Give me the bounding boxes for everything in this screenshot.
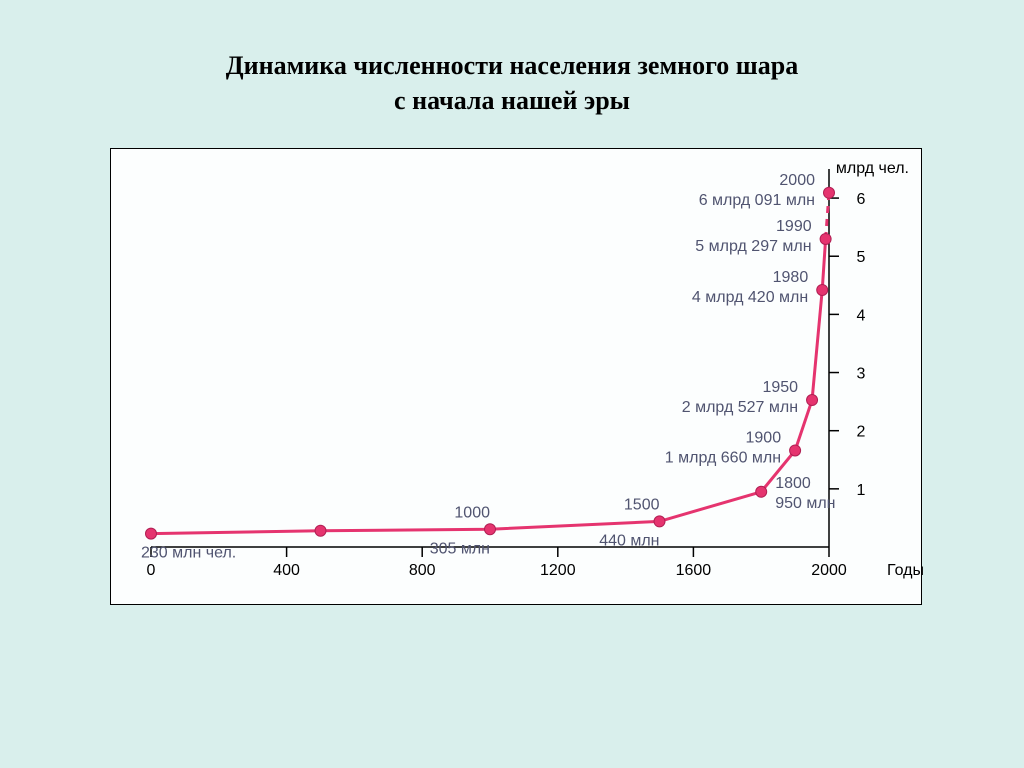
y-tick-label: 3 bbox=[857, 366, 866, 383]
point-value: 230 млн чел. bbox=[141, 545, 236, 562]
y-tick-label: 1 bbox=[857, 482, 866, 499]
data-point bbox=[820, 233, 831, 244]
x-tick-label: 800 bbox=[409, 562, 436, 579]
point-value: 6 млрд 091 млн bbox=[699, 192, 815, 209]
x-tick-label: 1200 bbox=[540, 562, 576, 579]
point-year: 1980 bbox=[773, 269, 809, 286]
y-axis-label: млрд чел. bbox=[836, 160, 909, 177]
y-tick-label: 5 bbox=[857, 249, 866, 266]
x-axis-label: Годы bbox=[887, 562, 924, 579]
point-value: 950 млн bbox=[775, 495, 835, 512]
x-tick-label: 400 bbox=[273, 562, 300, 579]
title-line-1: Динамика численности населения земного ш… bbox=[226, 51, 798, 80]
data-point bbox=[824, 187, 835, 198]
point-value: 1 млрд 660 млн bbox=[665, 449, 781, 466]
point-year: 1950 bbox=[762, 379, 798, 396]
data-point bbox=[756, 486, 767, 497]
data-point bbox=[654, 516, 665, 527]
data-point bbox=[807, 395, 818, 406]
y-tick-label: 4 bbox=[857, 307, 866, 324]
point-year: 1900 bbox=[746, 429, 782, 446]
point-year: 1000 bbox=[454, 504, 490, 521]
point-value: 440 млн bbox=[599, 532, 659, 549]
x-tick-label: 1600 bbox=[676, 562, 712, 579]
point-year: 1990 bbox=[776, 218, 812, 235]
point-year: 1800 bbox=[775, 475, 811, 492]
x-tick-label: 2000 bbox=[811, 562, 847, 579]
data-point bbox=[315, 525, 326, 536]
trend-line bbox=[151, 239, 826, 534]
point-value: 305 млн bbox=[430, 540, 490, 557]
data-point bbox=[790, 445, 801, 456]
data-point bbox=[485, 524, 496, 535]
point-year: 2000 bbox=[779, 172, 815, 189]
data-point bbox=[817, 284, 828, 295]
population-chart: 0 400 800 1200 1600 2000 Годы 1 2 3 4 5 6 млрд чел. 23… bbox=[111, 149, 921, 604]
y-tick-label: 6 bbox=[857, 191, 866, 208]
y-tick-label: 2 bbox=[857, 424, 866, 441]
point-year: 1500 bbox=[624, 496, 660, 513]
point-value: 2 млрд 527 млн bbox=[682, 399, 798, 416]
point-value: 5 млрд 297 млн bbox=[695, 238, 811, 255]
chart-container: 0 400 800 1200 1600 2000 Годы 1 2 3 4 5 6 млрд чел. 23… bbox=[110, 148, 922, 605]
chart-title: Динамика численности населения земного ш… bbox=[0, 48, 1024, 118]
x-tick-label: 0 bbox=[147, 562, 156, 579]
data-point bbox=[146, 528, 157, 539]
title-line-2: с начала нашей эры bbox=[394, 86, 630, 115]
point-value: 4 млрд 420 млн bbox=[692, 289, 808, 306]
